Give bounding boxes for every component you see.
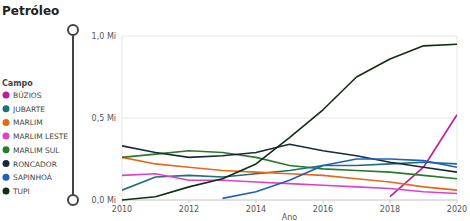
legend-label: TUPI — [12, 187, 30, 196]
legend-label: JUBARTE — [12, 105, 45, 114]
x-tick-label: 2010 — [112, 205, 132, 214]
legend-swatch — [3, 187, 10, 194]
legend-swatch — [3, 92, 10, 99]
legend-swatch — [3, 105, 10, 112]
x-tick-label: 2012 — [179, 205, 199, 214]
series-line — [122, 162, 457, 190]
plot-area — [122, 44, 457, 200]
x-axis-label: Ano — [282, 213, 298, 221]
legend-label: MARLIM SUL — [13, 146, 60, 155]
x-tick — [256, 200, 257, 203]
x-tick — [390, 200, 391, 203]
axis-line — [457, 36, 458, 200]
series-line — [390, 115, 457, 197]
legend-swatch — [3, 133, 10, 140]
legend-swatch — [3, 119, 10, 126]
slider-handle — [68, 25, 78, 35]
legend-swatch — [3, 146, 10, 153]
legend-swatch — [3, 160, 10, 167]
grid-line — [122, 36, 457, 37]
series-line — [122, 174, 457, 194]
x-tick — [457, 200, 458, 203]
x-tick-label: 2016 — [313, 205, 333, 214]
grid-line — [122, 200, 457, 201]
y-tick-label: 1,0 Mi — [92, 32, 116, 41]
series-line — [122, 44, 457, 200]
legend-swatch — [3, 174, 10, 181]
legend-label: RONCADOR — [13, 160, 57, 169]
legend-title: Campo — [2, 79, 33, 88]
grid-line — [122, 118, 457, 119]
slider-track — [72, 30, 74, 200]
legend-label: MARLIM LESTE — [13, 132, 68, 141]
legend-label: SAPINHOÁ — [13, 173, 53, 182]
series-line — [223, 159, 458, 198]
x-tick-label: 2014 — [246, 205, 266, 214]
series-line — [122, 144, 457, 172]
title: Petróleo — [2, 4, 59, 18]
x-tick-label: 2018 — [380, 205, 400, 214]
x-tick-label: 2020 — [447, 205, 467, 214]
y-tick-label: 0,0 Mi — [92, 196, 116, 205]
legend-label: MARLIM — [13, 118, 43, 127]
y-tick-label: 0,5 Mi — [92, 114, 116, 123]
legend-label: BÚZIOS — [13, 91, 42, 100]
axis-line — [122, 200, 457, 201]
chart: Petróleo 0,0 Mi 0,5 Mi 1,0 Mi 2010 2012 2014 20… — [0, 0, 470, 221]
x-tick — [323, 200, 324, 203]
slider-handle — [68, 195, 78, 205]
x-tick — [189, 200, 190, 203]
